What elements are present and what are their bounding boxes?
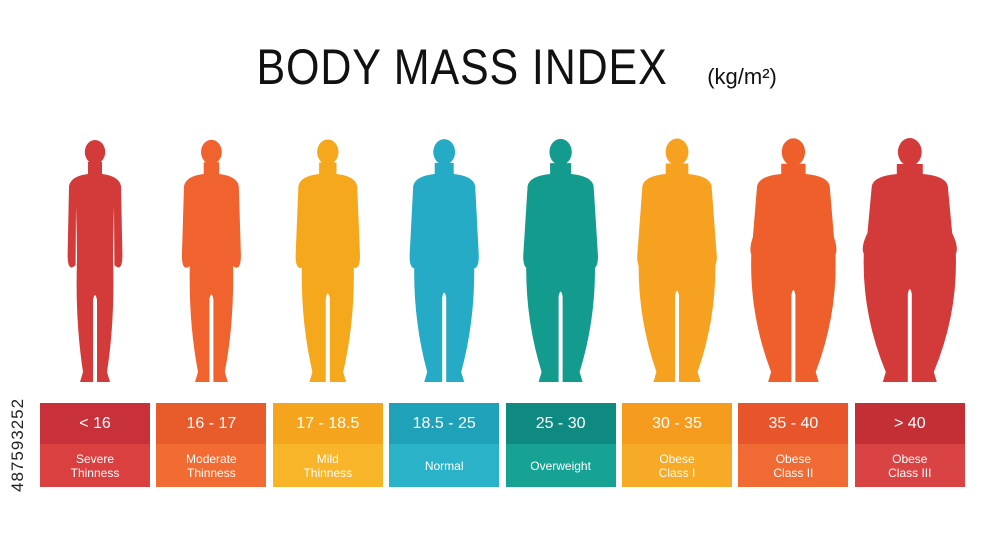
body-silhouette xyxy=(750,138,837,382)
bmi-category-label: Severe Thinness xyxy=(40,444,150,487)
bmi-card: 30 - 35 Obese Class I xyxy=(622,403,732,487)
bmi-category-label: Moderate Thinness xyxy=(156,444,267,487)
silhouette-body xyxy=(637,163,717,382)
bmi-range-label: 16 - 17 xyxy=(156,403,267,444)
body-silhouette xyxy=(67,140,123,382)
bmi-category-label: Obese Class I xyxy=(622,444,732,487)
bmi-category-label: Obese Class II xyxy=(738,444,849,487)
silhouette-head xyxy=(317,139,339,165)
bmi-category-label: Obese Class III xyxy=(854,444,965,487)
body-silhouette xyxy=(181,139,241,382)
bmi-card: 17 - 18.5 Mild Thinness xyxy=(272,403,383,487)
silhouette-head xyxy=(897,138,922,166)
title-block: BODY MASS INDEX (kg/m²) xyxy=(0,38,1000,96)
silhouette-body xyxy=(181,162,241,382)
silhouette-head xyxy=(549,138,572,166)
body-silhouette xyxy=(637,138,717,382)
silhouette-body xyxy=(67,162,123,382)
bmi-range-label: 30 - 35 xyxy=(622,403,732,444)
unit-label: (kg/m²) xyxy=(707,64,777,89)
bmi-card: 25 - 30 Overweight xyxy=(505,403,616,487)
silhouette-head xyxy=(433,139,456,165)
silhouette-head xyxy=(200,139,222,165)
bmi-category-label: Mild Thinness xyxy=(272,444,383,487)
bmi-card: 18.5 - 25 Normal xyxy=(389,403,500,487)
silhouette-body xyxy=(295,162,360,382)
body-silhouette xyxy=(295,139,360,382)
silhouette-head xyxy=(781,138,806,166)
bmi-category-label: Overweight xyxy=(505,444,616,487)
bmi-range-label: 17 - 18.5 xyxy=(272,403,383,444)
bmi-range-label: < 16 xyxy=(40,403,150,444)
page-title: BODY MASS INDEX xyxy=(256,39,668,95)
bmi-range-label: 25 - 30 xyxy=(505,403,616,444)
bmi-card: < 16 Severe Thinness xyxy=(40,403,150,487)
body-silhouette xyxy=(862,138,957,382)
silhouette-body xyxy=(523,163,598,382)
body-silhouette xyxy=(523,138,598,382)
bmi-range-label: 35 - 40 xyxy=(738,403,849,444)
bmi-range-label: > 40 xyxy=(854,403,965,444)
bmi-card: 16 - 17 Moderate Thinness xyxy=(156,403,267,487)
silhouette-body xyxy=(409,162,479,382)
body-silhouette xyxy=(409,139,479,382)
bmi-range-label: 18.5 - 25 xyxy=(389,403,500,444)
bmi-category-cards: < 16 Severe Thinness 16 - 17 Moderate Thinn… xyxy=(40,403,965,487)
silhouette-body xyxy=(862,164,957,382)
bmi-category-label: Normal xyxy=(389,444,500,487)
bmi-card: 35 - 40 Obese Class II xyxy=(738,403,849,487)
silhouette-head xyxy=(84,140,106,164)
silhouette-head xyxy=(665,138,689,166)
body-figures xyxy=(67,138,957,382)
bmi-card: > 40 Obese Class III xyxy=(854,403,965,487)
silhouette-body xyxy=(750,163,837,382)
stock-id-text: 487593252 xyxy=(8,397,27,492)
